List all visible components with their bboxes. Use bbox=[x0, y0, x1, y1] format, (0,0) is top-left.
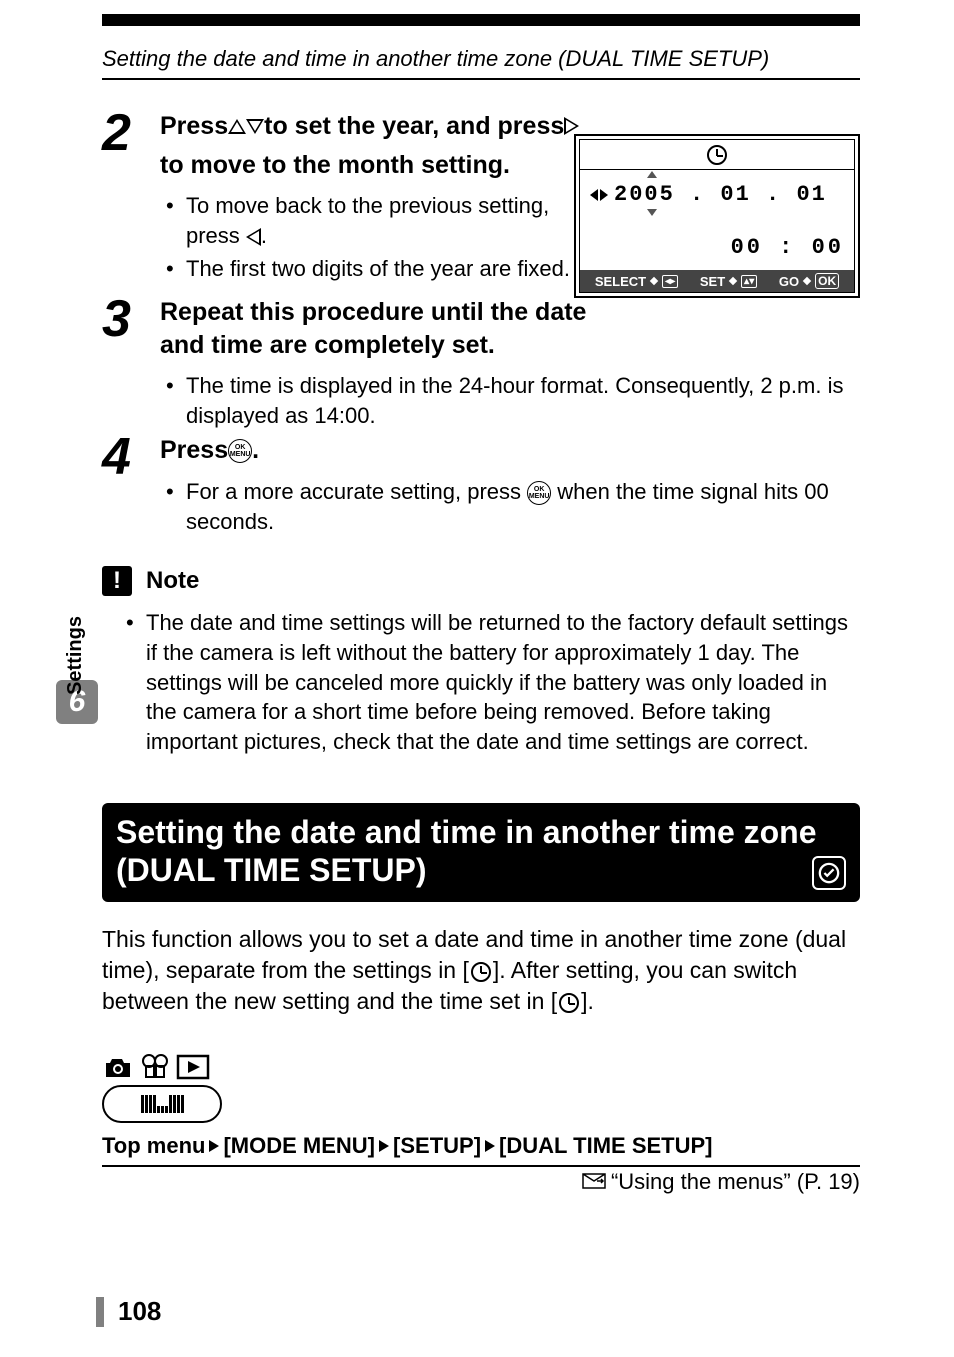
lcd-month: 01 bbox=[720, 182, 750, 207]
step-3-heading: Repeat this procedure until the date and… bbox=[160, 296, 590, 361]
menu-path-top: Top menu bbox=[102, 1133, 205, 1159]
clock-icon bbox=[707, 145, 727, 165]
menu-path-item: [SETUP] bbox=[393, 1133, 481, 1159]
lcd-set-label: SET bbox=[700, 274, 725, 289]
ok-menu-icon: OKMENU bbox=[527, 481, 551, 505]
note-label: Note bbox=[146, 567, 199, 595]
clock-icon bbox=[471, 962, 491, 982]
section-banner: Setting the date and time in another tim… bbox=[102, 803, 860, 902]
reference-icon bbox=[581, 1170, 607, 1196]
step-4-bullet-1: For a more accurate setting, press OKMEN… bbox=[160, 477, 860, 536]
camera-icon bbox=[102, 1053, 134, 1081]
menu-path-item: [MODE MENU] bbox=[223, 1133, 375, 1159]
top-rule bbox=[102, 14, 860, 26]
lcd-footer: SELECT◂▸ SET▴▾ GOOK bbox=[580, 270, 854, 292]
lr-arrow-icon bbox=[590, 189, 608, 201]
chevron-right-icon bbox=[379, 1140, 389, 1152]
note-block: ! Note bbox=[102, 566, 860, 596]
menu-path: Top menu [MODE MENU] [SETUP] [DUAL TIME … bbox=[102, 1133, 860, 1167]
step-number: 4 bbox=[102, 434, 142, 481]
step-3-bullet-1: The time is displayed in the 24-hour for… bbox=[160, 371, 860, 430]
note-text: The date and time settings will be retur… bbox=[102, 608, 860, 756]
menu-path-item: [DUAL TIME SETUP] bbox=[499, 1133, 712, 1159]
right-arrow-icon bbox=[564, 117, 579, 135]
lcd-date: 2005 . 01 . 01 bbox=[590, 182, 844, 207]
lcd-go-label: GO bbox=[779, 274, 799, 289]
left-arrow-icon bbox=[246, 228, 261, 246]
step-2-bullet-2: The first two digits of the year are fix… bbox=[160, 254, 590, 284]
step-number: 3 bbox=[102, 296, 142, 343]
step-2-bullet-1: To move back to the previous setting, pr… bbox=[160, 191, 590, 250]
page-number: 108 bbox=[118, 1296, 161, 1327]
down-arrow-icon bbox=[246, 119, 264, 134]
menu-path-reference: “Using the menus” (P. 19) bbox=[102, 1169, 860, 1196]
footer-bar bbox=[96, 1297, 104, 1327]
step-4-heading: Press OKMENU. bbox=[160, 434, 860, 467]
running-header: Setting the date and time in another tim… bbox=[102, 46, 860, 80]
lcd-day: 01 bbox=[796, 182, 826, 207]
lcd-select-label: SELECT bbox=[595, 274, 646, 289]
step-4: 4 Press OKMENU. For a more accurate sett… bbox=[102, 434, 860, 540]
mode-dial-icon bbox=[102, 1085, 222, 1123]
note-icon: ! bbox=[102, 566, 132, 596]
up-arrow-icon bbox=[228, 119, 246, 134]
section-title: Setting the date and time in another tim… bbox=[116, 813, 846, 890]
playback-icon bbox=[176, 1054, 210, 1080]
step-2-heading: Press to set the year, and press to move… bbox=[160, 110, 590, 181]
chapter-label: Settings bbox=[64, 616, 87, 736]
lcd-panel: 2005 . 01 . 01 00 : 00 SELECT◂▸ SET▴▾ GO… bbox=[574, 134, 860, 298]
setup-menu-icon bbox=[812, 856, 846, 890]
page-footer: 108 bbox=[96, 1296, 161, 1327]
chevron-right-icon bbox=[209, 1140, 219, 1152]
step-number: 2 bbox=[102, 110, 142, 157]
lcd-ok-label: OK bbox=[815, 273, 839, 289]
content-area: 2005 . 01 . 01 00 : 00 SELECT◂▸ SET▴▾ GO… bbox=[102, 90, 860, 1196]
lcd-time: 00 : 00 bbox=[590, 235, 844, 260]
clock-icon bbox=[559, 993, 579, 1013]
mode-icons bbox=[102, 1053, 860, 1123]
section-body: This function allows you to set a date a… bbox=[102, 924, 860, 1017]
step-3: 3 Repeat this procedure until the date a… bbox=[102, 296, 860, 434]
ok-menu-icon: OKMENU bbox=[228, 439, 252, 463]
movie-icon bbox=[140, 1053, 170, 1081]
chevron-right-icon bbox=[485, 1140, 495, 1152]
